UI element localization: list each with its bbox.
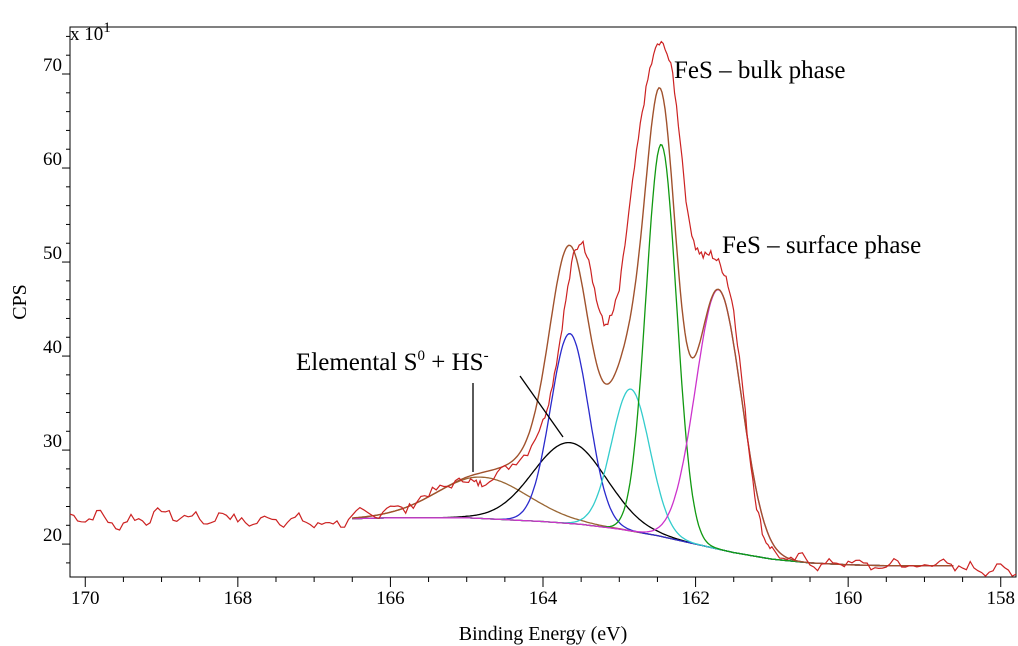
annotation-bulk-phase: FeS – bulk phase [674,57,846,84]
annotation-surface-phase: FeS – surface phase [722,232,921,259]
y-tick-label: 70 [43,55,62,76]
x-tick-label: 164 [529,588,558,609]
annotation-elemental-mid: + HS [425,349,484,376]
fit-components [352,86,954,567]
y-axis: 20 30 40 50 60 70 [43,35,70,564]
y-tick-label: 20 [43,525,62,546]
x-tick-label: 166 [376,588,405,609]
y-tick-label: 40 [43,337,62,358]
x-axis: 170 168 166 164 162 160 158 [71,577,1015,609]
x-axis-title: Binding Energy (eV) [459,623,628,645]
fit-component-curve [352,388,954,567]
fit-component-curve [352,476,954,567]
annotation-elemental-sup1: 0 [418,348,426,364]
y-multiplier-exponent: 1 [103,20,111,36]
y-tick-label: 30 [43,431,62,452]
y-multiplier-base: x 10 [70,24,103,45]
x-tick-label: 170 [71,588,100,609]
plot-area-frame [69,26,1017,578]
y-multiplier-label: x 101 [70,20,111,45]
y-tick-label: 60 [43,149,62,170]
x-tick-label: 162 [681,588,710,609]
baseline-curve [352,517,954,567]
y-axis-title: CPS [9,284,31,320]
fit-envelope-curve [352,86,954,567]
raw-spectrum [69,40,1017,577]
annotation-leader-line-2 [519,375,564,438]
fit-component-curve [352,289,954,567]
annotation-elemental-text: Elemental S [296,349,418,376]
annotation-elemental-sulfur: Elemental S0 + HS- [296,348,489,376]
x-tick-label: 160 [834,588,863,609]
annotation-elemental-sup2: - [484,348,489,364]
x-tick-label: 158 [986,588,1015,609]
raw-spectrum-line [69,40,1017,577]
x-tick-label: 168 [224,588,253,609]
y-tick-label: 50 [43,243,62,264]
